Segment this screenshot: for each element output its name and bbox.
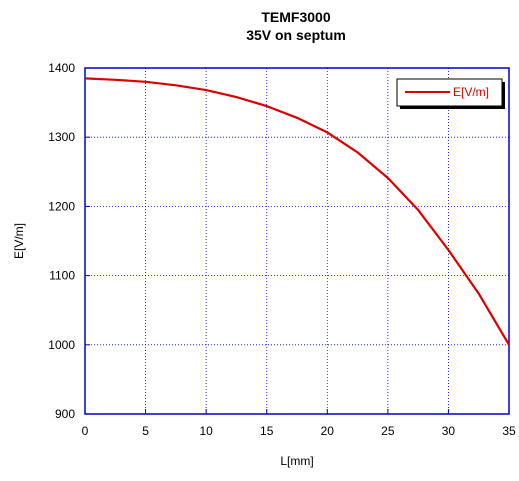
chart-subtitle: 35V on septum	[246, 27, 346, 43]
x-tick-label: 25	[381, 424, 395, 438]
legend: E[V/m]	[396, 78, 505, 109]
x-axis-label: L[mm]	[280, 454, 313, 468]
plot-area	[84, 67, 510, 415]
y-tick-label: 1300	[48, 130, 75, 144]
grid	[85, 68, 509, 414]
y-tick-labels: 900 1000 1100 1200 1300 1400	[48, 61, 75, 421]
legend-label-e: E[V/m]	[453, 85, 489, 99]
x-tick-labels: 0 5 10 15 20 25 30 35	[82, 424, 516, 438]
y-axis-label: E[V/m]	[12, 223, 26, 259]
y-tick-label: 1000	[48, 338, 75, 352]
x-tick-label: 10	[199, 424, 213, 438]
x-tick-label: 0	[82, 424, 89, 438]
y-tick-label: 1400	[48, 61, 75, 75]
chart-title: TEMF3000	[261, 9, 330, 25]
tick-marks	[84, 67, 510, 415]
y-tick-label: 900	[55, 407, 75, 421]
series-layer	[84, 77, 510, 346]
x-tick-label: 15	[260, 424, 274, 438]
y-tick-label: 1100	[49, 269, 75, 283]
x-tick-label: 20	[321, 424, 335, 438]
x-tick-label: 5	[142, 424, 149, 438]
x-tick-label: 30	[442, 424, 456, 438]
x-tick-label: 35	[502, 424, 516, 438]
series-line-e	[84, 77, 510, 346]
y-tick-label: 1200	[48, 199, 75, 213]
